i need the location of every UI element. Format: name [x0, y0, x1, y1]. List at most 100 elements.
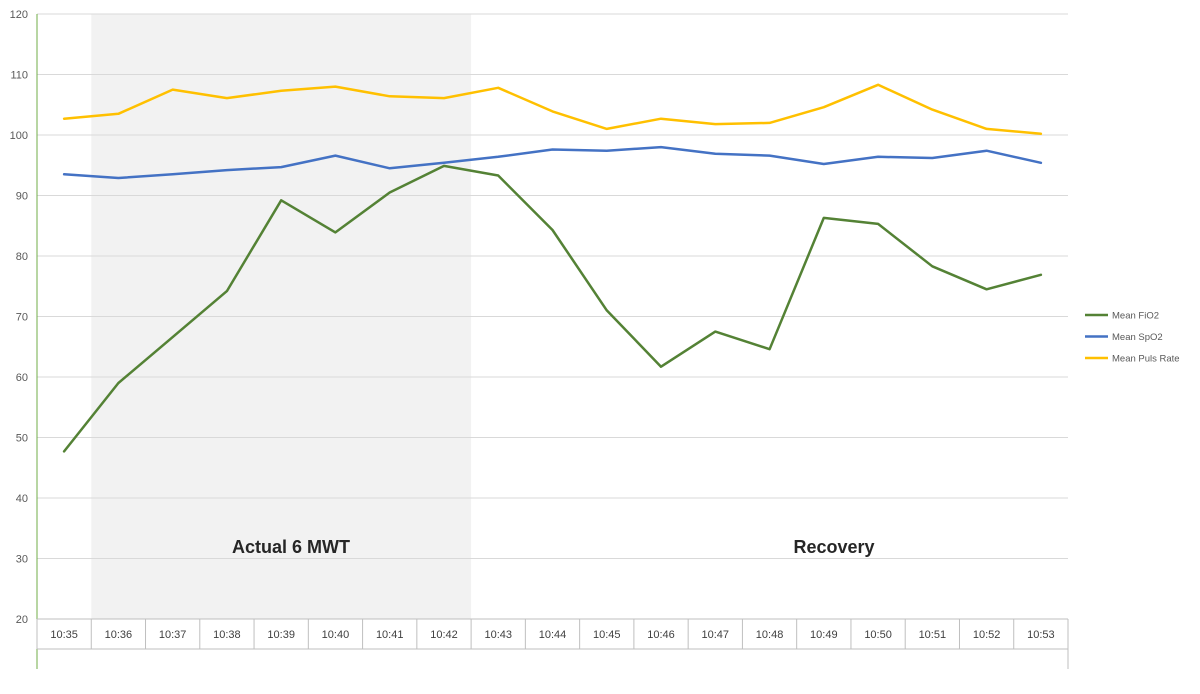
series-line-mean-fio2 [62, 164, 1043, 453]
x-tick-label: 10:46 [647, 629, 675, 641]
gridlines-group [37, 13, 1068, 620]
data-point-mean-spo2 [714, 153, 716, 155]
x-tick-label: 10:45 [593, 629, 621, 641]
y-tick-label: 120 [10, 9, 28, 21]
y-tick-label: 110 [10, 70, 28, 82]
y-tick-label: 100 [10, 130, 28, 142]
x-tick-label: 10:51 [919, 629, 947, 641]
data-point-mean-fio2 [606, 309, 608, 311]
y-tick-label: 80 [16, 251, 28, 263]
y-tick-label: 40 [16, 493, 28, 505]
x-tick-label: 10:40 [322, 629, 350, 641]
data-point-mean-puls-rate [877, 84, 879, 86]
data-point-mean-puls-rate [985, 128, 987, 130]
data-point-mean-fio2 [226, 290, 228, 292]
series-line-mean-spo2 [62, 145, 1043, 180]
data-point-mean-spo2 [551, 148, 553, 150]
data-point-mean-puls-rate [823, 106, 825, 108]
data-point-mean-spo2 [660, 146, 662, 148]
legend: Mean FiO2 Mean SpO2 Mean Puls Rate [1085, 311, 1180, 365]
data-point-mean-puls-rate [389, 95, 391, 97]
x-tick-label: 10:35 [50, 629, 78, 641]
legend-label: Mean FiO2 [1112, 311, 1159, 322]
x-tick-label: 10:39 [267, 629, 295, 641]
data-point-mean-spo2 [443, 162, 445, 164]
data-point-mean-fio2 [171, 336, 173, 338]
x-tick-label: 10:53 [1027, 629, 1055, 641]
data-point-mean-fio2 [768, 348, 770, 350]
x-tick-label: 10:38 [213, 629, 241, 641]
data-point-mean-spo2 [606, 150, 608, 152]
series-line-mean-puls-rate [62, 83, 1043, 136]
x-tick-label: 10:48 [756, 629, 784, 641]
annotation-label: Recovery [793, 537, 874, 557]
data-point-mean-fio2 [497, 174, 499, 176]
data-point-mean-spo2 [768, 154, 770, 156]
data-point-mean-puls-rate [171, 88, 173, 90]
data-point-mean-puls-rate [606, 128, 608, 130]
data-point-mean-fio2 [280, 199, 282, 201]
data-point-mean-spo2 [497, 156, 499, 158]
data-point-mean-puls-rate [551, 110, 553, 112]
data-point-mean-fio2 [714, 330, 716, 332]
data-point-mean-fio2 [877, 223, 879, 225]
x-tick-label: 10:42 [430, 629, 458, 641]
data-point-mean-puls-rate [1040, 133, 1042, 135]
data-point-mean-spo2 [334, 154, 336, 156]
x-tick-label: 10:52 [973, 629, 1001, 641]
data-point-mean-puls-rate [768, 122, 770, 124]
data-point-mean-fio2 [660, 366, 662, 368]
legend-label: Mean Puls Rate [1112, 354, 1180, 365]
x-tick-label: 10:36 [105, 629, 133, 641]
data-point-mean-spo2 [877, 156, 879, 158]
data-point-mean-fio2 [389, 191, 391, 193]
data-point-mean-puls-rate [63, 117, 65, 119]
data-point-mean-fio2 [443, 165, 445, 167]
data-point-mean-fio2 [117, 382, 119, 384]
data-point-mean-spo2 [389, 167, 391, 169]
data-point-mean-spo2 [985, 150, 987, 152]
data-point-mean-spo2 [931, 157, 933, 159]
data-point-mean-spo2 [63, 173, 65, 175]
x-tick-label: 10:49 [810, 629, 838, 641]
y-tick-labels-group: 20 30 40 50 60 70 80 90 100 110 120 [10, 9, 28, 626]
x-tick-label: 10:50 [864, 629, 892, 641]
data-point-mean-fio2 [63, 450, 65, 452]
data-point-mean-spo2 [226, 169, 228, 171]
y-tick-label: 20 [16, 614, 28, 626]
series-lines-group [62, 83, 1043, 453]
annotation-label: Actual 6 MWT [232, 537, 350, 557]
data-point-mean-fio2 [334, 231, 336, 233]
data-point-mean-puls-rate [226, 97, 228, 99]
data-point-mean-spo2 [823, 163, 825, 165]
annotations-group: Actual 6 MWT Recovery [232, 537, 875, 557]
y-tick-label: 70 [16, 312, 28, 324]
y-tick-label: 30 [16, 554, 28, 566]
x-tick-label: 10:47 [702, 629, 730, 641]
x-tick-label: 10:41 [376, 629, 404, 641]
data-point-mean-puls-rate [443, 97, 445, 99]
x-tick-label: 10:37 [159, 629, 187, 641]
x-tick-label: 10:44 [539, 629, 567, 641]
data-point-mean-puls-rate [497, 87, 499, 89]
data-point-mean-fio2 [985, 288, 987, 290]
data-point-mean-spo2 [280, 166, 282, 168]
data-point-mean-fio2 [931, 265, 933, 267]
legend-label: Mean SpO2 [1112, 332, 1163, 343]
data-point-mean-fio2 [1040, 274, 1042, 276]
data-point-mean-spo2 [1040, 162, 1042, 164]
data-point-mean-spo2 [171, 173, 173, 175]
data-point-mean-fio2 [823, 217, 825, 219]
data-point-mean-puls-rate [931, 108, 933, 110]
y-tick-label: 50 [16, 433, 28, 445]
data-point-mean-puls-rate [660, 117, 662, 119]
data-point-mean-puls-rate [117, 113, 119, 115]
y-tick-label: 90 [16, 191, 28, 203]
data-point-mean-puls-rate [280, 90, 282, 92]
data-point-mean-fio2 [551, 229, 553, 231]
data-point-mean-puls-rate [334, 85, 336, 87]
x-tick-labels-group: 10:35 10:36 10:37 10:38 10:39 10:40 10:41 10:42… [50, 629, 1054, 641]
data-point-mean-puls-rate [714, 123, 716, 125]
